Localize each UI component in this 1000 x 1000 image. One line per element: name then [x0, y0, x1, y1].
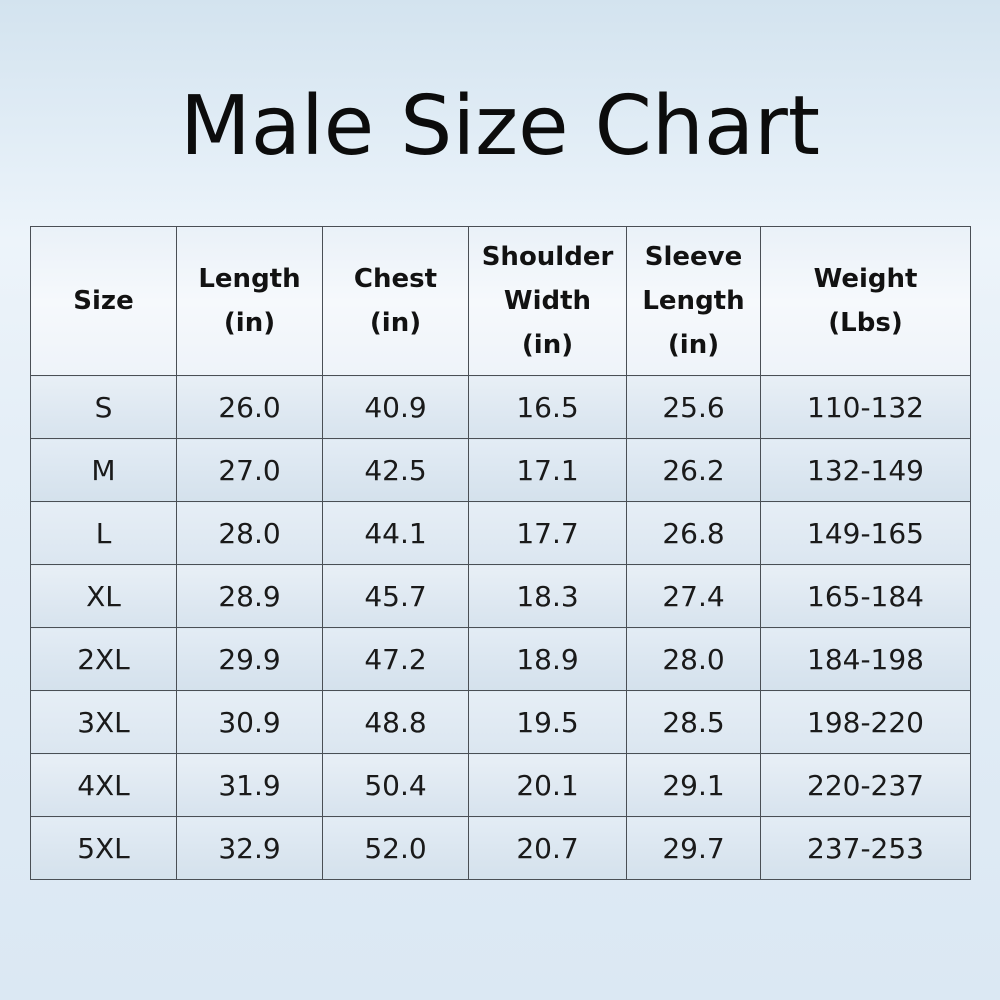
cell-size: 2XL — [30, 627, 177, 691]
cell-length: 26.0 — [176, 375, 323, 439]
cell-chest: 40.9 — [322, 375, 469, 439]
cell-shoulder-width: 18.9 — [468, 627, 627, 691]
header-size-line-1: Size — [73, 286, 134, 316]
header-shoulder-width-line-3: (in) — [521, 330, 574, 360]
cell-sleeve-length: 27.4 — [626, 564, 761, 628]
cell-length: 31.9 — [176, 753, 323, 817]
header-sleeve-length: Sleeve Length (in) — [626, 226, 761, 376]
size-chart-table: Size Length (in) Chest (in) Shoulder Wid… — [30, 226, 971, 880]
header-chest: Chest (in) — [322, 226, 469, 376]
cell-weight: 110-132 — [760, 375, 971, 439]
header-sleeve-length-line-1: Sleeve — [644, 242, 743, 272]
cell-chest: 42.5 — [322, 438, 469, 502]
page-title: Male Size Chart — [179, 79, 821, 174]
table-row: 5XL 32.9 52.0 20.7 29.7 237-253 — [30, 816, 971, 880]
header-chest-line-2: (in) — [369, 308, 422, 338]
table-row: L 28.0 44.1 17.7 26.8 149-165 — [30, 501, 971, 565]
cell-length: 30.9 — [176, 690, 323, 754]
cell-shoulder-width: 19.5 — [468, 690, 627, 754]
cell-length: 29.9 — [176, 627, 323, 691]
cell-size: 5XL — [30, 816, 177, 880]
cell-sleeve-length: 25.6 — [626, 375, 761, 439]
cell-length: 28.9 — [176, 564, 323, 628]
cell-weight: 165-184 — [760, 564, 971, 628]
cell-shoulder-width: 17.1 — [468, 438, 627, 502]
cell-weight: 184-198 — [760, 627, 971, 691]
table-row: 2XL 29.9 47.2 18.9 28.0 184-198 — [30, 627, 971, 691]
header-sleeve-length-line-3: (in) — [667, 330, 720, 360]
cell-weight: 220-237 — [760, 753, 971, 817]
table-row: 3XL 30.9 48.8 19.5 28.5 198-220 — [30, 690, 971, 754]
cell-sleeve-length: 29.7 — [626, 816, 761, 880]
cell-sleeve-length: 29.1 — [626, 753, 761, 817]
cell-weight: 237-253 — [760, 816, 971, 880]
cell-length: 28.0 — [176, 501, 323, 565]
cell-size: M — [30, 438, 177, 502]
table-header-row: Size Length (in) Chest (in) Shoulder Wid… — [30, 226, 971, 376]
header-shoulder-width-line-2: Width — [503, 286, 592, 316]
cell-weight: 149-165 — [760, 501, 971, 565]
table-row: S 26.0 40.9 16.5 25.6 110-132 — [30, 375, 971, 439]
cell-length: 27.0 — [176, 438, 323, 502]
cell-shoulder-width: 16.5 — [468, 375, 627, 439]
header-length-line-2: (in) — [223, 308, 276, 338]
cell-chest: 50.4 — [322, 753, 469, 817]
header-sleeve-length-line-2: Length — [642, 286, 745, 316]
cell-shoulder-width: 20.7 — [468, 816, 627, 880]
header-length-line-1: Length — [198, 264, 301, 294]
cell-chest: 48.8 — [322, 690, 469, 754]
header-size: Size — [30, 226, 177, 376]
header-weight-line-1: Weight — [813, 264, 918, 294]
cell-size: XL — [30, 564, 177, 628]
table-row: XL 28.9 45.7 18.3 27.4 165-184 — [30, 564, 971, 628]
cell-size: S — [30, 375, 177, 439]
header-length: Length (in) — [176, 226, 323, 376]
cell-chest: 52.0 — [322, 816, 469, 880]
table-row: 4XL 31.9 50.4 20.1 29.1 220-237 — [30, 753, 971, 817]
header-weight-line-2: (Lbs) — [828, 308, 903, 338]
cell-sleeve-length: 28.5 — [626, 690, 761, 754]
header-chest-line-1: Chest — [353, 264, 438, 294]
cell-shoulder-width: 18.3 — [468, 564, 627, 628]
cell-size: L — [30, 501, 177, 565]
cell-weight: 198-220 — [760, 690, 971, 754]
cell-sleeve-length: 26.2 — [626, 438, 761, 502]
cell-size: 4XL — [30, 753, 177, 817]
header-shoulder-width: Shoulder Width (in) — [468, 226, 627, 376]
cell-chest: 47.2 — [322, 627, 469, 691]
cell-shoulder-width: 17.7 — [468, 501, 627, 565]
cell-size: 3XL — [30, 690, 177, 754]
table-row: M 27.0 42.5 17.1 26.2 132-149 — [30, 438, 971, 502]
cell-chest: 44.1 — [322, 501, 469, 565]
header-weight: Weight (Lbs) — [760, 226, 971, 376]
header-shoulder-width-line-1: Shoulder — [481, 242, 614, 272]
cell-shoulder-width: 20.1 — [468, 753, 627, 817]
cell-weight: 132-149 — [760, 438, 971, 502]
cell-sleeve-length: 28.0 — [626, 627, 761, 691]
cell-length: 32.9 — [176, 816, 323, 880]
cell-chest: 45.7 — [322, 564, 469, 628]
cell-sleeve-length: 26.8 — [626, 501, 761, 565]
